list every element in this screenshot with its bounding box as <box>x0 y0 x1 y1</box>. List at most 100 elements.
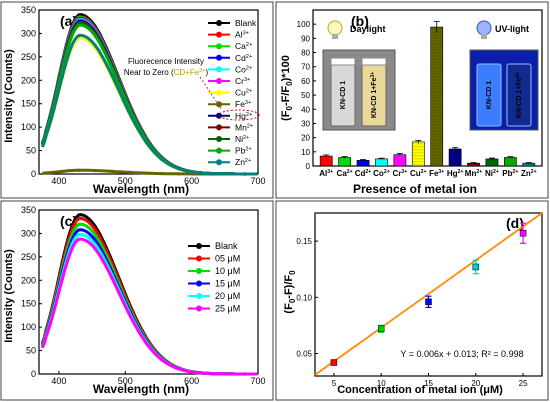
panel-c-plot: 0 50 100 150 200 250 300 350 400 500 600 700 Blank 05… <box>21 205 266 386</box>
legend-label-base: 10 μM <box>215 266 240 276</box>
series-point-7 <box>160 172 164 176</box>
x-tick-label: 600 <box>184 376 199 386</box>
legend-swatch-marker-4 <box>196 293 202 299</box>
ylabel-part: (F <box>280 110 292 121</box>
legend-label-sup: 2+ <box>246 54 252 60</box>
legend-swatch-marker-6 <box>216 89 222 96</box>
legend-label-sup: 3+ <box>244 77 250 83</box>
series-point-3 <box>77 228 81 232</box>
legend-label-4: Co2+ <box>235 64 252 74</box>
y-tick-label: 250 <box>21 52 36 62</box>
legend-label-3: 15 μM <box>215 279 240 289</box>
x-tick-label-9-sup: 2+ <box>493 169 499 175</box>
legend-label-sup: 2+ <box>245 147 251 153</box>
x-tick-label-3-sup: 2+ <box>384 169 390 175</box>
vial-label-base: KN-CD 1+Fe <box>371 77 378 118</box>
series-point-7 <box>126 170 131 174</box>
legend-label-base: Co <box>235 64 246 74</box>
legend-swatch-marker-2 <box>216 43 222 50</box>
y-tick-label: 0 <box>31 369 36 379</box>
annotation-line1: Fluorecence Intensity <box>128 57 204 66</box>
series-point-12 <box>110 73 114 78</box>
series-point-7 <box>60 169 64 173</box>
x-tick-label-7-base: Hg <box>447 169 458 178</box>
data-point-2 <box>425 298 432 306</box>
vial-daylight-1-label: KN-CD 1 <box>340 81 347 109</box>
x-tick-label-9: Ni2+ <box>485 169 499 178</box>
series-point-7 <box>93 168 98 173</box>
panel-c-frame <box>0 200 274 401</box>
panel-d-label: (d) <box>506 215 524 231</box>
x-tick-label-4-sup: 3+ <box>401 169 407 175</box>
ylabel-part: )*100 <box>280 55 292 81</box>
series-point-7 <box>44 171 48 175</box>
series-point-5 <box>110 276 114 280</box>
legend-label-10: Ni2+ <box>235 134 249 144</box>
x-tick-label-8-base: Mn <box>465 169 477 178</box>
panel-b-label: (b) <box>351 13 369 29</box>
y-tick-label: 300 <box>21 28 36 38</box>
legend-label-sup: 2+ <box>246 112 252 118</box>
legend-label-9: Mn2+ <box>235 122 253 132</box>
x-tick-label: 500 <box>118 176 133 186</box>
y-tick-label: 50 <box>26 346 36 356</box>
series-point-7 <box>143 171 147 175</box>
x-tick-label-3: Co2+ <box>373 169 390 178</box>
vial-daylight-2-label: KN-CD 1+Fe3+ <box>370 72 378 118</box>
series-point-12 <box>60 75 64 79</box>
bar-10 <box>503 157 517 167</box>
panel-a-xlabel: Wavelength (nm) <box>93 182 189 196</box>
annotation-connector <box>199 76 223 111</box>
y-tick-label: 100 <box>21 122 36 132</box>
legend-label-base: Blank <box>235 18 257 28</box>
legend-label-base: Pb <box>235 146 246 156</box>
x-tick-label-5-base: Cu <box>410 169 421 178</box>
legend-swatch-marker-7 <box>216 101 222 108</box>
vial-label-base: KN-CD 1+Fe <box>516 77 523 118</box>
series-point-12 <box>93 44 98 48</box>
bar-3 <box>375 158 388 167</box>
legend-swatch-marker-5 <box>196 305 202 312</box>
series-point-1 <box>93 228 98 232</box>
series-point-12 <box>160 157 164 161</box>
panel-d-frame <box>275 200 549 401</box>
y-tick-label: 0.10 <box>296 293 312 302</box>
y-tick-label: 40 <box>301 105 310 114</box>
y-tick-label: 250 <box>21 252 36 262</box>
series-point-4 <box>93 243 98 247</box>
series-point-5 <box>60 277 64 282</box>
legend-swatch-marker-9 <box>216 124 222 131</box>
uv-lamp-base <box>481 34 487 39</box>
legend-label-12: Zn2+ <box>235 157 251 167</box>
x-tick-label-10-base: Pb <box>502 169 512 178</box>
panel-d-ylabel: (F0-F)/F0 <box>283 270 297 314</box>
lightbulb-icon <box>327 20 343 36</box>
annotation-line2: Near to Zero (CD+Fe3+) <box>124 68 209 77</box>
legend-label-base: Hg <box>235 111 246 121</box>
series-point-5 <box>126 311 131 315</box>
y-tick-label: 0 <box>31 169 36 179</box>
x-tick-label: 15 <box>424 379 433 388</box>
series-point-12 <box>143 139 147 143</box>
legend-label-4: 20 μM <box>215 291 240 301</box>
vial-uv-2-label: KN-CD 1+Fe3+ <box>515 72 523 118</box>
panel-b-xlabel: Presence of metal ion <box>353 182 477 196</box>
legend-swatch-marker-0 <box>196 243 202 249</box>
x-tick-label-2: Cd2+ <box>355 169 372 178</box>
x-tick-label-0: Al3+ <box>319 169 333 178</box>
legend-label-base: Cr <box>235 76 244 86</box>
y-tick-label: 350 <box>21 205 36 215</box>
series-point-2 <box>93 233 98 237</box>
x-tick-label: 400 <box>51 176 66 186</box>
bar-1 <box>338 157 352 167</box>
panel-d-xlabel: Concentration of metal ion (μM) <box>337 384 503 396</box>
legend-swatch-marker-2 <box>196 268 202 274</box>
ylabel-part: -F/F <box>280 86 292 106</box>
x-tick-label: 5 <box>332 379 337 388</box>
series-point-11 <box>110 66 114 70</box>
plot-area <box>38 209 259 375</box>
series-point-12 <box>44 135 48 139</box>
x-tick-label-4-base: Cr <box>392 169 401 178</box>
legend-label-base: Cd <box>235 53 246 63</box>
